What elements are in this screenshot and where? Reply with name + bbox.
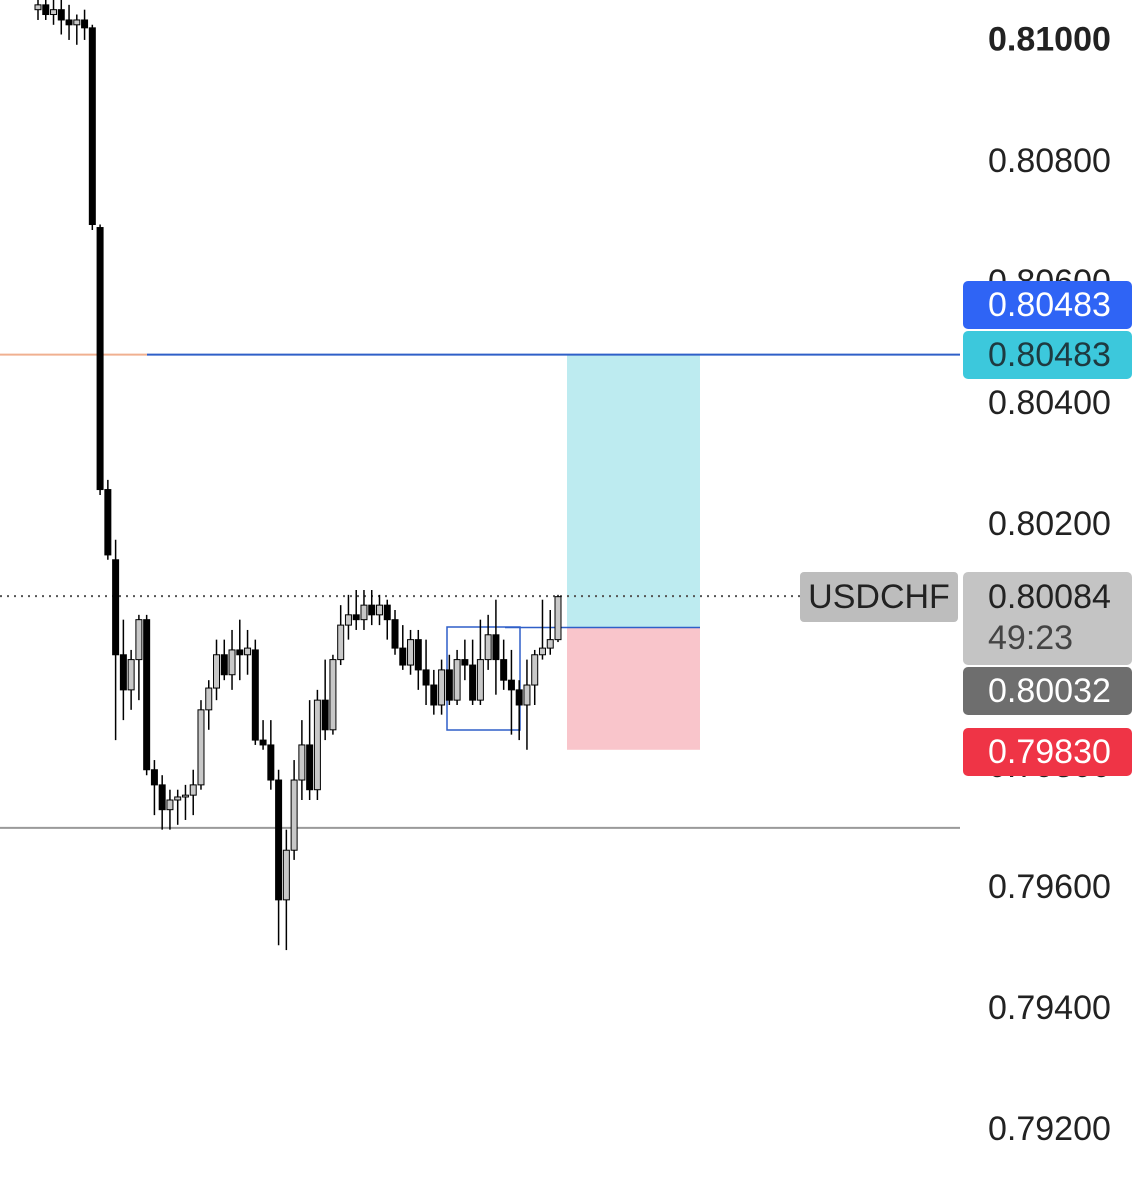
candle-body bbox=[73, 19, 81, 26]
candle-body bbox=[414, 639, 422, 671]
candle-body bbox=[375, 604, 383, 616]
candle-body bbox=[57, 9, 65, 21]
price-badge bbox=[963, 728, 1132, 776]
y-tick-label: 0.81000 bbox=[988, 21, 1111, 59]
candle-body bbox=[236, 649, 244, 656]
candle-body bbox=[197, 709, 205, 786]
price-badge-text: 0.80483 bbox=[988, 286, 1111, 324]
candle-body bbox=[500, 659, 508, 681]
candle-body bbox=[507, 679, 515, 691]
last-price-text: 0.80084 bbox=[988, 578, 1111, 616]
candle-body bbox=[445, 669, 453, 701]
candle-body bbox=[461, 659, 469, 666]
y-tick-label: 0.80800 bbox=[988, 142, 1111, 180]
candle-body bbox=[290, 779, 298, 851]
candle-body bbox=[344, 614, 352, 626]
candle-body bbox=[554, 596, 562, 641]
candle-body bbox=[275, 779, 283, 901]
price-badge bbox=[963, 667, 1132, 715]
candle-body bbox=[430, 684, 438, 706]
candle-body bbox=[205, 687, 213, 711]
candle-body bbox=[88, 27, 96, 226]
candle-body bbox=[476, 659, 484, 701]
candle-body bbox=[166, 799, 174, 811]
price-badge-text: 0.80483 bbox=[988, 336, 1111, 374]
candle-body bbox=[422, 669, 430, 686]
candle-body bbox=[306, 744, 314, 791]
candle-body bbox=[259, 739, 267, 746]
symbol-badge bbox=[800, 572, 958, 622]
candle-body bbox=[81, 19, 89, 29]
candle-body bbox=[189, 784, 197, 796]
candle-body bbox=[104, 489, 112, 556]
y-tick-label: 0.79600 bbox=[988, 868, 1111, 906]
candle-body bbox=[329, 659, 337, 731]
candle-body bbox=[407, 639, 415, 666]
profit-zone bbox=[567, 354, 700, 628]
candle-body bbox=[244, 647, 252, 656]
candle-body bbox=[96, 227, 104, 491]
candle-body bbox=[515, 689, 523, 706]
candle-body bbox=[135, 619, 143, 661]
price-badge-text: 0.80032 bbox=[988, 672, 1111, 710]
candle-body bbox=[42, 4, 50, 16]
candle-body bbox=[546, 639, 554, 649]
candle-body bbox=[321, 699, 329, 731]
y-tick-label: 0.79200 bbox=[988, 1110, 1111, 1148]
candle-body bbox=[267, 744, 275, 781]
candle-body bbox=[127, 659, 135, 691]
candle-body bbox=[383, 604, 391, 621]
price-badge bbox=[963, 331, 1132, 379]
candle-body bbox=[150, 769, 158, 786]
candle-body bbox=[484, 634, 492, 661]
candle-body bbox=[531, 654, 539, 686]
candle-body bbox=[538, 647, 546, 656]
candle-body bbox=[112, 559, 120, 656]
symbol-text: USDCHF bbox=[808, 578, 950, 616]
candle-body bbox=[399, 647, 407, 666]
candle-body bbox=[298, 744, 306, 781]
countdown-text: 49:23 bbox=[988, 619, 1073, 657]
candle-body bbox=[360, 604, 368, 621]
candle-body bbox=[50, 9, 58, 16]
candle-body bbox=[143, 619, 151, 771]
last-price-badge bbox=[963, 572, 1132, 665]
candle-body bbox=[119, 654, 127, 691]
candle-body bbox=[469, 664, 477, 701]
candle-body bbox=[523, 684, 531, 706]
y-tick-label: 0.80400 bbox=[988, 384, 1111, 422]
candle-body bbox=[220, 654, 228, 676]
candle-body bbox=[65, 19, 73, 26]
candle-body bbox=[228, 649, 236, 676]
candle-body bbox=[174, 796, 182, 801]
y-tick-label: 0.79400 bbox=[988, 989, 1111, 1027]
candle-body bbox=[391, 619, 399, 649]
candle-body bbox=[492, 634, 500, 661]
candle-body bbox=[352, 614, 360, 621]
price-badge-text: 0.79830 bbox=[988, 733, 1111, 771]
price-badge bbox=[963, 281, 1132, 329]
candle-body bbox=[282, 849, 290, 901]
y-tick-label: 0.80200 bbox=[988, 505, 1111, 543]
candle-body bbox=[158, 784, 166, 811]
candle-body bbox=[337, 624, 345, 661]
candle-body bbox=[251, 649, 259, 741]
candle-body bbox=[453, 659, 461, 701]
candle-body bbox=[313, 699, 321, 791]
candle-body bbox=[181, 794, 189, 798]
candle-body bbox=[438, 669, 446, 706]
candle-body bbox=[213, 654, 221, 689]
candle-body bbox=[34, 4, 42, 11]
candle-body bbox=[368, 604, 376, 616]
loss-zone bbox=[567, 627, 700, 750]
